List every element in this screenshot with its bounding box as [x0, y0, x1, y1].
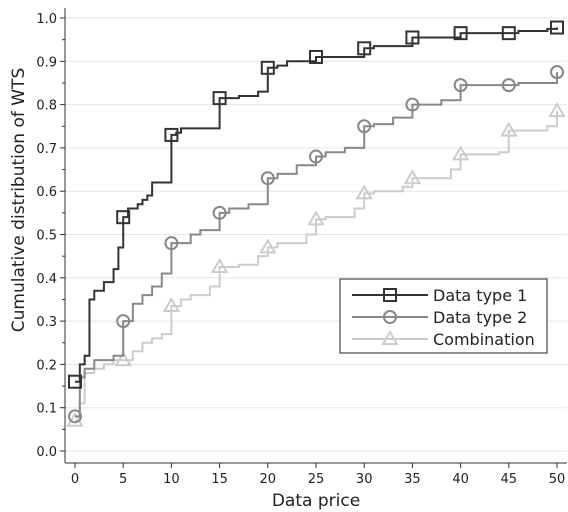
y-tick-label: 0.1	[36, 402, 57, 417]
y-tick-label: 0.6	[36, 185, 57, 200]
axes: 0.0 0.1 0.2 0.3 0.4 0.5 0.6 0.7 0.8 0.9 1.0 0 5 10 15 2…	[36, 8, 567, 487]
series-marker	[259, 238, 277, 254]
series-marker	[357, 119, 372, 134]
series-marker	[212, 91, 227, 106]
series-marker	[68, 409, 82, 424]
series-marker	[357, 41, 372, 56]
legend-label: Combination	[433, 330, 535, 349]
series-marker	[116, 210, 131, 225]
legend-marker	[383, 310, 397, 324]
y-tick-label: 1.0	[36, 12, 57, 27]
x-tick-label: 35	[404, 472, 421, 487]
y-tick-label: 0.3	[36, 315, 57, 330]
series-marker	[210, 257, 229, 273]
series-marker	[162, 296, 181, 312]
series-marker	[164, 127, 179, 142]
series-marker	[501, 26, 516, 41]
series-marker	[309, 49, 323, 64]
series-marker	[116, 314, 131, 329]
legend-label: Data type 1	[433, 286, 527, 305]
x-tick-label: 40	[452, 472, 469, 487]
series-marker	[550, 65, 564, 80]
y-tick-label: 0.2	[36, 358, 57, 373]
series-marker	[307, 210, 325, 226]
x-tick-label: 5	[119, 472, 127, 487]
series-line	[75, 27, 558, 383]
series-layer	[66, 20, 566, 427]
x-tick-label: 45	[501, 472, 518, 487]
series-marker	[501, 78, 516, 93]
series-marker	[260, 60, 275, 75]
x-tick-label: 15	[211, 472, 228, 487]
series-marker	[453, 78, 468, 93]
series-marker	[550, 20, 564, 35]
x-tick-label: 30	[356, 472, 373, 487]
series-triangle	[66, 102, 566, 427]
x-axis-label: Data price	[272, 491, 360, 511]
series-marker	[260, 171, 275, 186]
series-marker	[66, 411, 84, 427]
y-tick-label: 0.5	[36, 229, 57, 244]
series-marker	[212, 205, 227, 220]
y-tick-label: 0.0	[36, 445, 57, 460]
series-marker	[405, 97, 420, 112]
series-marker	[309, 149, 323, 164]
series-marker	[164, 236, 179, 251]
y-tick-label: 0.4	[36, 272, 57, 287]
x-tick-label: 50	[549, 472, 566, 487]
legend: Data type 1 Data type 2 Combination	[339, 278, 548, 354]
legend-entry: Data type 1	[352, 286, 527, 305]
x-tick-label: 25	[308, 472, 325, 487]
legend-marker	[383, 288, 397, 302]
y-tick-label: 0.7	[36, 142, 57, 157]
legend-marker	[381, 330, 399, 345]
series-circle	[68, 65, 564, 424]
y-axis-label: Cumulative distribution of WTS	[9, 68, 29, 333]
series-marker	[500, 121, 518, 137]
series-marker	[451, 145, 470, 161]
series-marker	[403, 169, 422, 185]
series-marker	[114, 351, 132, 367]
legend-entry: Data type 2	[352, 308, 527, 327]
series-square	[68, 20, 564, 389]
series-marker	[355, 184, 373, 200]
series-marker	[548, 102, 566, 118]
legend-entry: Combination	[352, 330, 535, 349]
y-tick-label: 0.8	[36, 99, 57, 114]
x-tick-label: 10	[163, 472, 180, 487]
series-line	[75, 72, 558, 418]
series-marker	[68, 374, 82, 389]
series-marker	[405, 30, 420, 45]
series-marker	[453, 26, 468, 41]
x-tick-label: 0	[71, 472, 79, 487]
legend-label: Data type 2	[433, 308, 527, 327]
y-tick-label: 0.9	[36, 55, 57, 70]
x-tick-label: 20	[260, 472, 277, 487]
